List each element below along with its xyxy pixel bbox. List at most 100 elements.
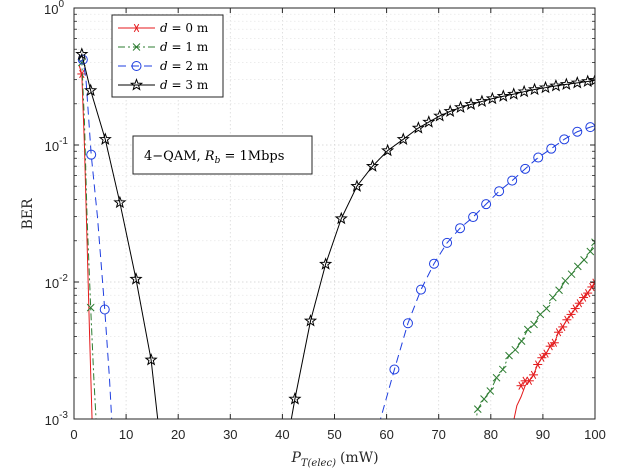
data-point [443,104,457,117]
data-point [574,299,584,308]
legend-label: d = 2 m [160,59,209,73]
data-point [411,121,425,134]
data-point [507,175,518,186]
marker-stroke [86,303,95,312]
data-point [559,77,573,90]
marker-stroke [592,278,595,284]
data-point [561,276,570,285]
y-tick-label: 10-2 [45,273,69,291]
data-point [77,54,88,65]
data-point [546,143,557,154]
marker-stroke [498,365,507,374]
data-point [586,247,595,256]
data-point [555,286,563,295]
marker-stroke [77,58,86,67]
annotation-text: 4−QAM, Rb = 1Mbps [144,149,284,166]
data-point [591,238,595,247]
marker-stroke [580,256,588,264]
data-point [494,186,505,197]
data-point [496,89,510,102]
data-point [533,360,543,369]
marker-stroke [518,381,524,390]
series-2 [77,54,595,419]
marker-stroke [591,241,595,247]
legend-item: d = 0 m [118,21,209,35]
legend-item: d = 1 m [118,40,209,54]
data-point [530,320,538,329]
data-point [549,78,563,92]
data-point [549,338,559,347]
marker-stroke [591,238,595,243]
y-tick-label: 10-3 [45,410,69,428]
x-tick-label: 100 [584,427,606,442]
marker-stroke [568,310,574,319]
data-point [533,152,544,163]
data-point [517,337,526,346]
x-tick-label: 10 [119,427,133,442]
marker-stroke [511,345,520,354]
series-1 [77,58,595,419]
y-tick-label: 100 [44,0,64,17]
data-point [381,143,395,157]
marker-stroke [551,338,558,347]
marker-stroke [547,342,553,351]
data-point [517,84,531,98]
marker-stroke [592,281,595,287]
x-tick-label: 40 [275,427,289,442]
data-point [442,237,453,248]
data-point [507,87,521,100]
marker-stroke [580,293,587,302]
data-point [545,342,555,351]
data-point [453,100,468,114]
data-point [389,364,400,375]
data-point [588,73,595,86]
marker-stroke [133,23,140,33]
marker-stroke [492,373,501,382]
annotation-box [132,135,313,175]
data-point [554,328,564,337]
x-tick-label: 90 [536,427,550,442]
data-point [415,284,426,295]
data-point [529,370,539,380]
data-point [86,303,95,312]
data-point [473,405,482,414]
data-point [520,163,531,174]
data-point [84,83,98,97]
data-point [350,179,364,192]
y-tick-label: 10-1 [45,136,69,154]
marker-stroke [548,293,557,302]
data-point [99,304,110,315]
marker-stroke [560,322,566,332]
data-point [75,47,89,60]
data-point [572,126,583,137]
data-point [580,256,588,264]
data-point [573,262,582,271]
marker-stroke [530,370,537,380]
legend-item: d = 2 m [118,59,209,73]
marker-stroke [526,376,533,385]
marker-stroke [79,69,85,79]
y-axis-title: BER [20,198,36,230]
marker-stroke [589,282,595,292]
series-0 [77,65,595,419]
legend-label: d = 1 m [160,40,209,54]
marker-stroke [555,286,563,295]
data-point [542,304,551,313]
marker-stroke [536,310,545,319]
x-axis-title: PT(elec) (mW) [290,450,378,469]
x-tick-label: 60 [379,427,393,442]
data-point [485,91,499,105]
legend-box [111,14,224,98]
x-tick-label: 50 [327,427,341,442]
data-point [570,75,584,89]
marker-stroke [561,276,570,285]
x-tick-label: 30 [223,427,237,442]
data-point [288,392,302,405]
data-point [505,351,513,360]
series-line [78,58,113,419]
data-point [402,318,413,329]
x-tick-label: 80 [484,427,498,442]
x-tick-label: 20 [171,427,185,442]
data-point [548,293,557,302]
data-point [516,381,526,390]
